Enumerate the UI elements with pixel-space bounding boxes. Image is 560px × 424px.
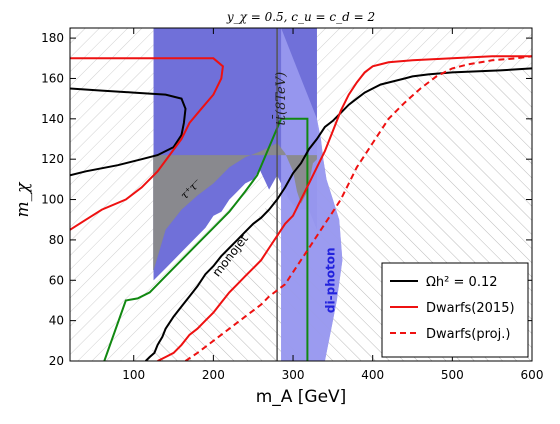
x-axis-label: m_A [GeV] bbox=[256, 387, 347, 407]
legend-label: Dwarfs(proj.) bbox=[426, 327, 510, 342]
series-4-line bbox=[184, 55, 532, 361]
x-tick-label: 100 bbox=[122, 368, 145, 382]
y-tick-label: 20 bbox=[49, 354, 64, 368]
y-axis-label: m_χ bbox=[13, 181, 33, 218]
y-tick-label: 100 bbox=[41, 193, 64, 207]
y-tick-label: 80 bbox=[49, 233, 64, 247]
plot-frame bbox=[69, 27, 533, 362]
x-axis-ticks: 100 200 300 400 500 600 bbox=[122, 28, 543, 382]
series-3-line bbox=[70, 57, 224, 231]
x-tick-label: 300 bbox=[282, 368, 305, 382]
x-tick-label: 600 bbox=[521, 368, 544, 382]
series-1-line bbox=[70, 87, 187, 177]
y-tick-label: 160 bbox=[41, 71, 64, 85]
diphoton-label: di-photon bbox=[323, 247, 337, 313]
series-2-line bbox=[157, 55, 532, 361]
y-tick-label: 120 bbox=[41, 152, 64, 166]
ttbar-region-overlay bbox=[153, 28, 317, 281]
tautau-region-overlay bbox=[153, 143, 317, 271]
diphoton-region-overlay bbox=[281, 28, 343, 361]
monojet-line bbox=[103, 117, 309, 361]
chart-title: y_χ = 0.5, c_u = c_d = 2 bbox=[226, 10, 375, 24]
y-tick-label: 180 bbox=[41, 31, 64, 45]
y-axis-ticks: 20 40 60 80 100 120 140 160 180 bbox=[41, 31, 532, 368]
legend-box bbox=[381, 262, 529, 358]
y-tick-label: 40 bbox=[49, 314, 64, 328]
plot-lines bbox=[70, 28, 532, 361]
legend-label: Ωh² = 0.12 bbox=[426, 275, 498, 290]
chart-legend: Ωh² = 0.12 Dwarfs(2015) Dwarfs(proj.) bbox=[381, 262, 529, 358]
x-tick-label: 200 bbox=[202, 368, 225, 382]
series-0-line bbox=[144, 67, 532, 361]
x-tick-label: 500 bbox=[441, 368, 464, 382]
y-tick-label: 140 bbox=[41, 112, 64, 126]
x-tick-label: 400 bbox=[361, 368, 384, 382]
y-tick-label: 60 bbox=[49, 273, 64, 287]
legend-label: Dwarfs(2015) bbox=[426, 301, 515, 316]
ttbar-label: tt̄(8TeV) bbox=[272, 72, 289, 126]
